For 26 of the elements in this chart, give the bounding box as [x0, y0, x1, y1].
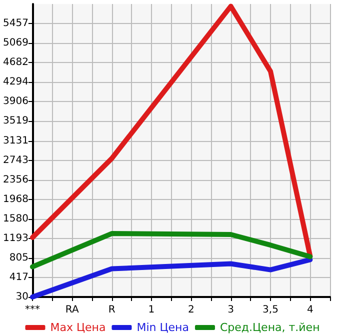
- y-tick-label: 4682: [2, 57, 28, 68]
- y-tick-label: 5069: [2, 38, 28, 49]
- y-tick-label: 3519: [2, 116, 28, 127]
- x-tick-label: R: [108, 304, 116, 316]
- y-tick-label: 3131: [2, 135, 28, 146]
- x-tick-label: 1: [148, 304, 155, 316]
- y-tick-label: 4294: [2, 76, 28, 88]
- y-tick-label: 1193: [2, 232, 28, 244]
- y-tick-label: 805: [9, 252, 28, 264]
- legend-label: Min Цена: [136, 321, 189, 334]
- x-tick-label: 4: [306, 304, 314, 316]
- y-tick-label: 2743: [2, 154, 28, 166]
- y-tick-label: 30: [16, 292, 28, 302]
- x-tick-label: 3: [228, 304, 234, 316]
- legend-label: Max Цена: [50, 321, 106, 334]
- y-tick-label: 3906: [2, 96, 28, 108]
- x-tick-label: 3,5: [262, 304, 278, 316]
- legend-label: Сред.Цена, т.йен: [220, 321, 320, 334]
- x-tick-label: RA: [65, 304, 79, 316]
- x-tick-label: 2: [188, 304, 194, 316]
- y-tick-label: 1580: [2, 213, 28, 224]
- y-tick-label: 1968: [2, 194, 28, 205]
- y-tick-label: 417: [9, 272, 28, 283]
- x-tick-label: ***: [24, 304, 40, 316]
- y-tick-label: 2356: [2, 174, 28, 186]
- y-tick-label: 5457: [2, 18, 28, 30]
